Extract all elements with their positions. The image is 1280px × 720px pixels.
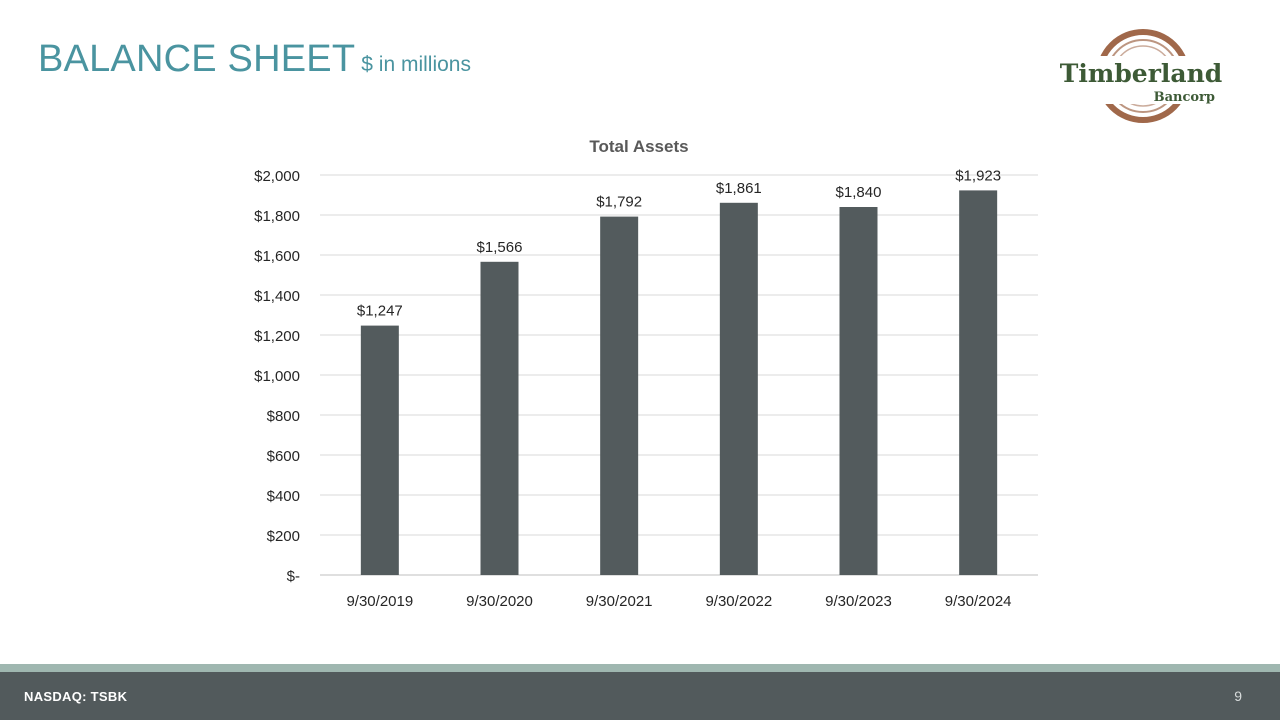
x-tick-label: 9/30/2024 — [945, 593, 1012, 610]
y-tick-label: $1,400 — [254, 288, 300, 305]
footer-bar: NASDAQ: TSBK 9 — [0, 672, 1280, 720]
page-title-main: BALANCE SHEET — [38, 38, 356, 80]
chart-bars — [360, 190, 998, 576]
bar-9-30-2019 — [360, 325, 399, 575]
timberland-logo: Timberland Bancorp — [1057, 29, 1227, 123]
y-tick-label: $2,000 — [254, 168, 300, 185]
bar-9-30-2022 — [719, 202, 758, 576]
data-label: $1,923 — [955, 167, 1001, 184]
y-tick-label: $1,800 — [254, 208, 300, 225]
data-label: $1,566 — [477, 239, 523, 256]
x-tick-label: 9/30/2022 — [705, 593, 772, 610]
x-axis-labels: 9/30/2019 9/30/2020 9/30/2021 9/30/2022 9/30… — [346, 593, 1011, 610]
y-tick-label: $1,600 — [254, 248, 300, 265]
chart-data-labels: $1,247 $1,566 $1,792 $1,861 $1,840 $1,923 — [357, 167, 1001, 319]
data-label: $1,861 — [716, 180, 762, 197]
bar-9-30-2020 — [480, 261, 519, 575]
page-subtitle: $ in millions — [361, 53, 471, 76]
x-tick-label: 9/30/2021 — [586, 593, 653, 610]
y-tick-label: $1,000 — [254, 368, 300, 385]
y-tick-label: $600 — [267, 448, 300, 465]
total-assets-chart: Total Assets $- $200 $400 $600 $800 $1,000 $1,… — [254, 137, 1038, 610]
x-tick-label: 9/30/2019 — [346, 593, 413, 610]
chart-gridlines — [320, 174, 1038, 576]
y-tick-label: $200 — [267, 528, 300, 545]
bar-9-30-2023 — [839, 207, 878, 575]
page-number: 9 — [1234, 688, 1242, 704]
y-tick-label: $1,200 — [254, 328, 300, 345]
bar-9-30-2024 — [959, 190, 998, 575]
data-label: $1,840 — [836, 184, 882, 201]
data-label: $1,247 — [357, 303, 403, 320]
x-tick-label: 9/30/2023 — [825, 593, 892, 610]
logo-subtext: Bancorp — [1154, 90, 1215, 105]
y-tick-label: $- — [287, 568, 300, 585]
page-title: BALANCE SHEET $ in millions — [38, 38, 471, 81]
chart-title: Total Assets — [589, 137, 688, 156]
data-label: $1,792 — [596, 194, 642, 211]
footer-stripe — [0, 664, 1280, 672]
bar-9-30-2021 — [600, 216, 639, 575]
y-tick-label: $800 — [267, 408, 300, 425]
nasdaq-ticker: NASDAQ: TSBK — [24, 689, 128, 704]
y-axis-labels: $- $200 $400 $600 $800 $1,000 $1,200 $1,400 $1,6… — [254, 168, 300, 585]
logo-wordmark: Timberland — [1060, 59, 1222, 88]
x-tick-label: 9/30/2020 — [466, 593, 533, 610]
y-tick-label: $400 — [267, 488, 300, 505]
